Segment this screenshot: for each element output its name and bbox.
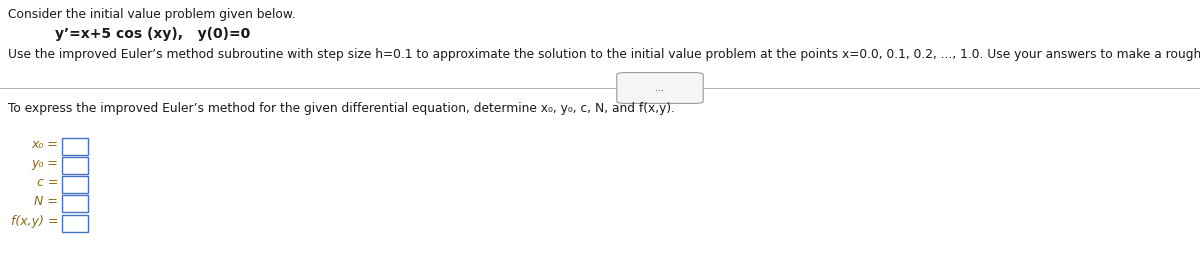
Text: ...: ... bbox=[655, 83, 665, 93]
FancyBboxPatch shape bbox=[617, 73, 703, 104]
Text: To express the improved Euler’s method for the given differential equation, dete: To express the improved Euler’s method f… bbox=[8, 102, 674, 115]
Text: y₀ =: y₀ = bbox=[31, 157, 58, 170]
FancyBboxPatch shape bbox=[62, 215, 88, 232]
FancyBboxPatch shape bbox=[62, 138, 88, 155]
FancyBboxPatch shape bbox=[62, 157, 88, 174]
Text: N =: N = bbox=[34, 195, 58, 208]
Text: c =: c = bbox=[37, 176, 58, 189]
Text: f(x,y) =: f(x,y) = bbox=[11, 215, 58, 228]
Text: Consider the initial value problem given below.: Consider the initial value problem given… bbox=[8, 8, 295, 21]
Text: x₀ =: x₀ = bbox=[31, 138, 58, 151]
FancyBboxPatch shape bbox=[62, 195, 88, 212]
Text: y’=x+5 cos (xy),   y(0)=0: y’=x+5 cos (xy), y(0)=0 bbox=[55, 27, 251, 41]
FancyBboxPatch shape bbox=[62, 176, 88, 193]
Text: Use the improved Euler’s method subroutine with step size h=0.1 to approximate t: Use the improved Euler’s method subrouti… bbox=[8, 48, 1200, 61]
